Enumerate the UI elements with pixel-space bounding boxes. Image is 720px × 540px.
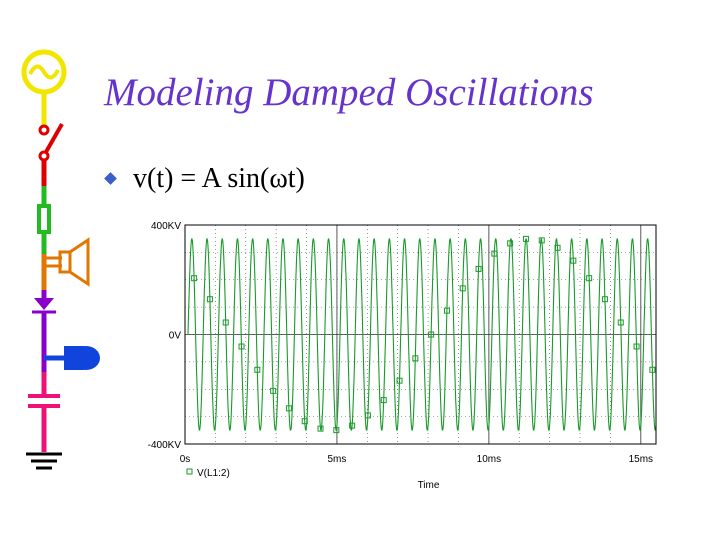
speaker-icon xyxy=(41,237,90,290)
series-marker xyxy=(601,296,608,303)
series-marker xyxy=(459,285,466,292)
chart-markers xyxy=(191,235,656,434)
series-marker xyxy=(586,275,593,282)
chart-ticks: 400KV 0V -400KV 0s 5ms 10ms 15ms xyxy=(148,221,653,465)
resistor-icon xyxy=(37,186,51,254)
series-marker xyxy=(475,265,482,272)
series-marker xyxy=(270,387,277,394)
series-marker xyxy=(364,412,371,419)
bullet-text: v(t) = A sin(ωt) xyxy=(133,163,305,194)
ground-icon xyxy=(26,452,62,470)
series-marker xyxy=(301,418,308,425)
series-marker xyxy=(380,397,387,404)
legend-marker xyxy=(186,468,193,475)
series-marker xyxy=(507,240,514,247)
y-tick-label: 400KV xyxy=(151,221,181,232)
x-axis-label: Time xyxy=(418,480,440,491)
series-marker xyxy=(191,275,198,282)
series-marker xyxy=(333,427,340,434)
series-marker xyxy=(222,319,229,326)
y-tick-label: 0V xyxy=(169,331,182,342)
series-marker xyxy=(633,343,640,350)
series-marker xyxy=(522,235,529,242)
series-marker xyxy=(491,250,498,257)
series-marker xyxy=(206,296,213,303)
x-tick-label: 0s xyxy=(180,454,191,465)
x-tick-label: 10ms xyxy=(477,454,501,465)
series-marker xyxy=(412,355,419,362)
y-tick-label: -400KV xyxy=(148,440,182,451)
series-marker xyxy=(238,343,245,350)
legend-label: V(L1:2) xyxy=(197,468,230,479)
battery-icon xyxy=(44,346,100,370)
series-marker xyxy=(317,425,324,432)
series-marker xyxy=(570,257,577,264)
ac-source-icon xyxy=(21,49,67,128)
switch-icon xyxy=(38,123,64,186)
series-marker xyxy=(285,405,292,412)
series-marker xyxy=(538,237,545,244)
series-marker xyxy=(349,422,356,429)
chart-trace xyxy=(187,238,657,431)
series-line-vl1-2 xyxy=(187,238,657,431)
diode-icon xyxy=(32,290,56,372)
capacitor-icon xyxy=(28,372,60,452)
circuit-decoration xyxy=(21,49,100,470)
series-marker xyxy=(554,244,561,251)
x-tick-label: 15ms xyxy=(629,454,653,465)
x-tick-label: 5ms xyxy=(327,454,346,465)
series-marker xyxy=(254,366,261,373)
plot-frame xyxy=(184,224,657,445)
chart-legend: V(L1:2) xyxy=(186,468,230,479)
slide-title: Modeling Damped Oscillations xyxy=(104,71,594,114)
series-marker xyxy=(396,377,403,384)
series-marker xyxy=(428,331,435,338)
series-marker xyxy=(649,366,656,373)
series-marker xyxy=(617,319,624,326)
series-marker xyxy=(443,307,450,314)
